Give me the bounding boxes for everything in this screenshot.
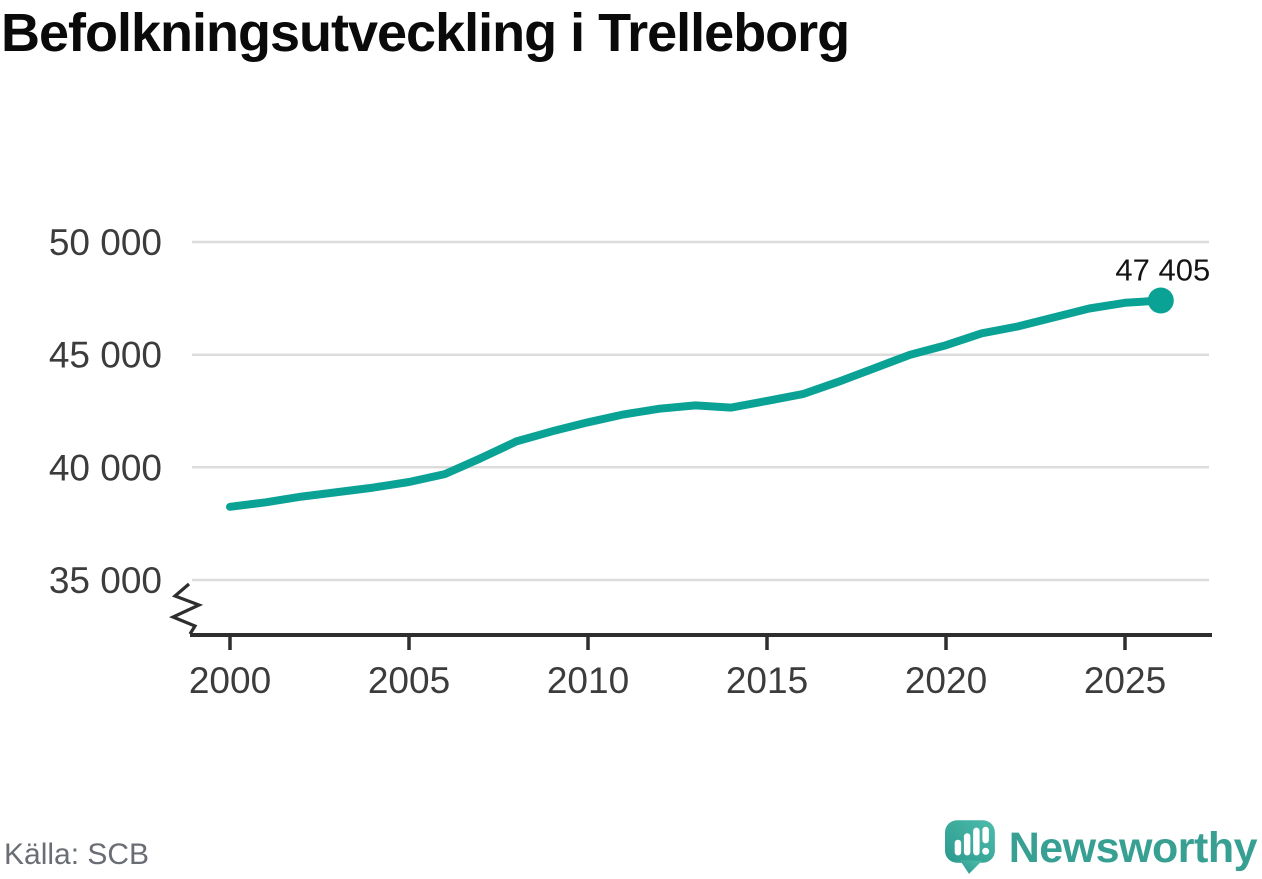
x-tick-label: 2005 — [368, 660, 450, 701]
exclamation-dot — [982, 847, 990, 855]
x-tick-label: 2025 — [1084, 660, 1166, 701]
end-point-dot — [1147, 287, 1174, 314]
y-tick-label: 50 000 — [49, 222, 162, 263]
gridlines — [192, 240, 1209, 582]
bar-chart-bar-3 — [973, 827, 980, 856]
data-line — [226, 296, 1165, 511]
end-value-label: 47 405 — [1115, 253, 1210, 288]
bar-chart-bar-2 — [963, 833, 971, 856]
x-tick-label: 2000 — [189, 660, 271, 701]
x-axis-tick-labels: 2000 2005 2010 2015 2020 2025 — [189, 660, 1166, 701]
y-tick-label: 45 000 — [49, 335, 162, 376]
newsworthy-logo: Newsworthy — [945, 818, 1258, 878]
y-tick-label: 35 000 — [49, 560, 162, 601]
x-tick-label: 2015 — [726, 660, 808, 701]
y-axis-break-icon — [168, 582, 204, 635]
x-tick-label: 2020 — [905, 660, 987, 701]
source-caption: Källa: SCB — [4, 838, 150, 871]
y-axis-tick-labels: 35 000 40 000 45 000 50 000 — [49, 222, 162, 601]
y-tick-label: 40 000 — [49, 447, 162, 488]
x-tick-label: 2010 — [547, 660, 629, 701]
x-axis-ticks — [228, 635, 1127, 650]
speech-bubble-tail — [959, 860, 982, 874]
newsworthy-icon — [945, 820, 995, 874]
chart-title: Befolkningsutveckling i Trelleborg — [1, 3, 850, 63]
bar-chart-bar-1 — [954, 839, 962, 856]
exclamation-stem — [982, 826, 989, 844]
newsworthy-wordmark: Newsworthy — [1008, 823, 1258, 872]
